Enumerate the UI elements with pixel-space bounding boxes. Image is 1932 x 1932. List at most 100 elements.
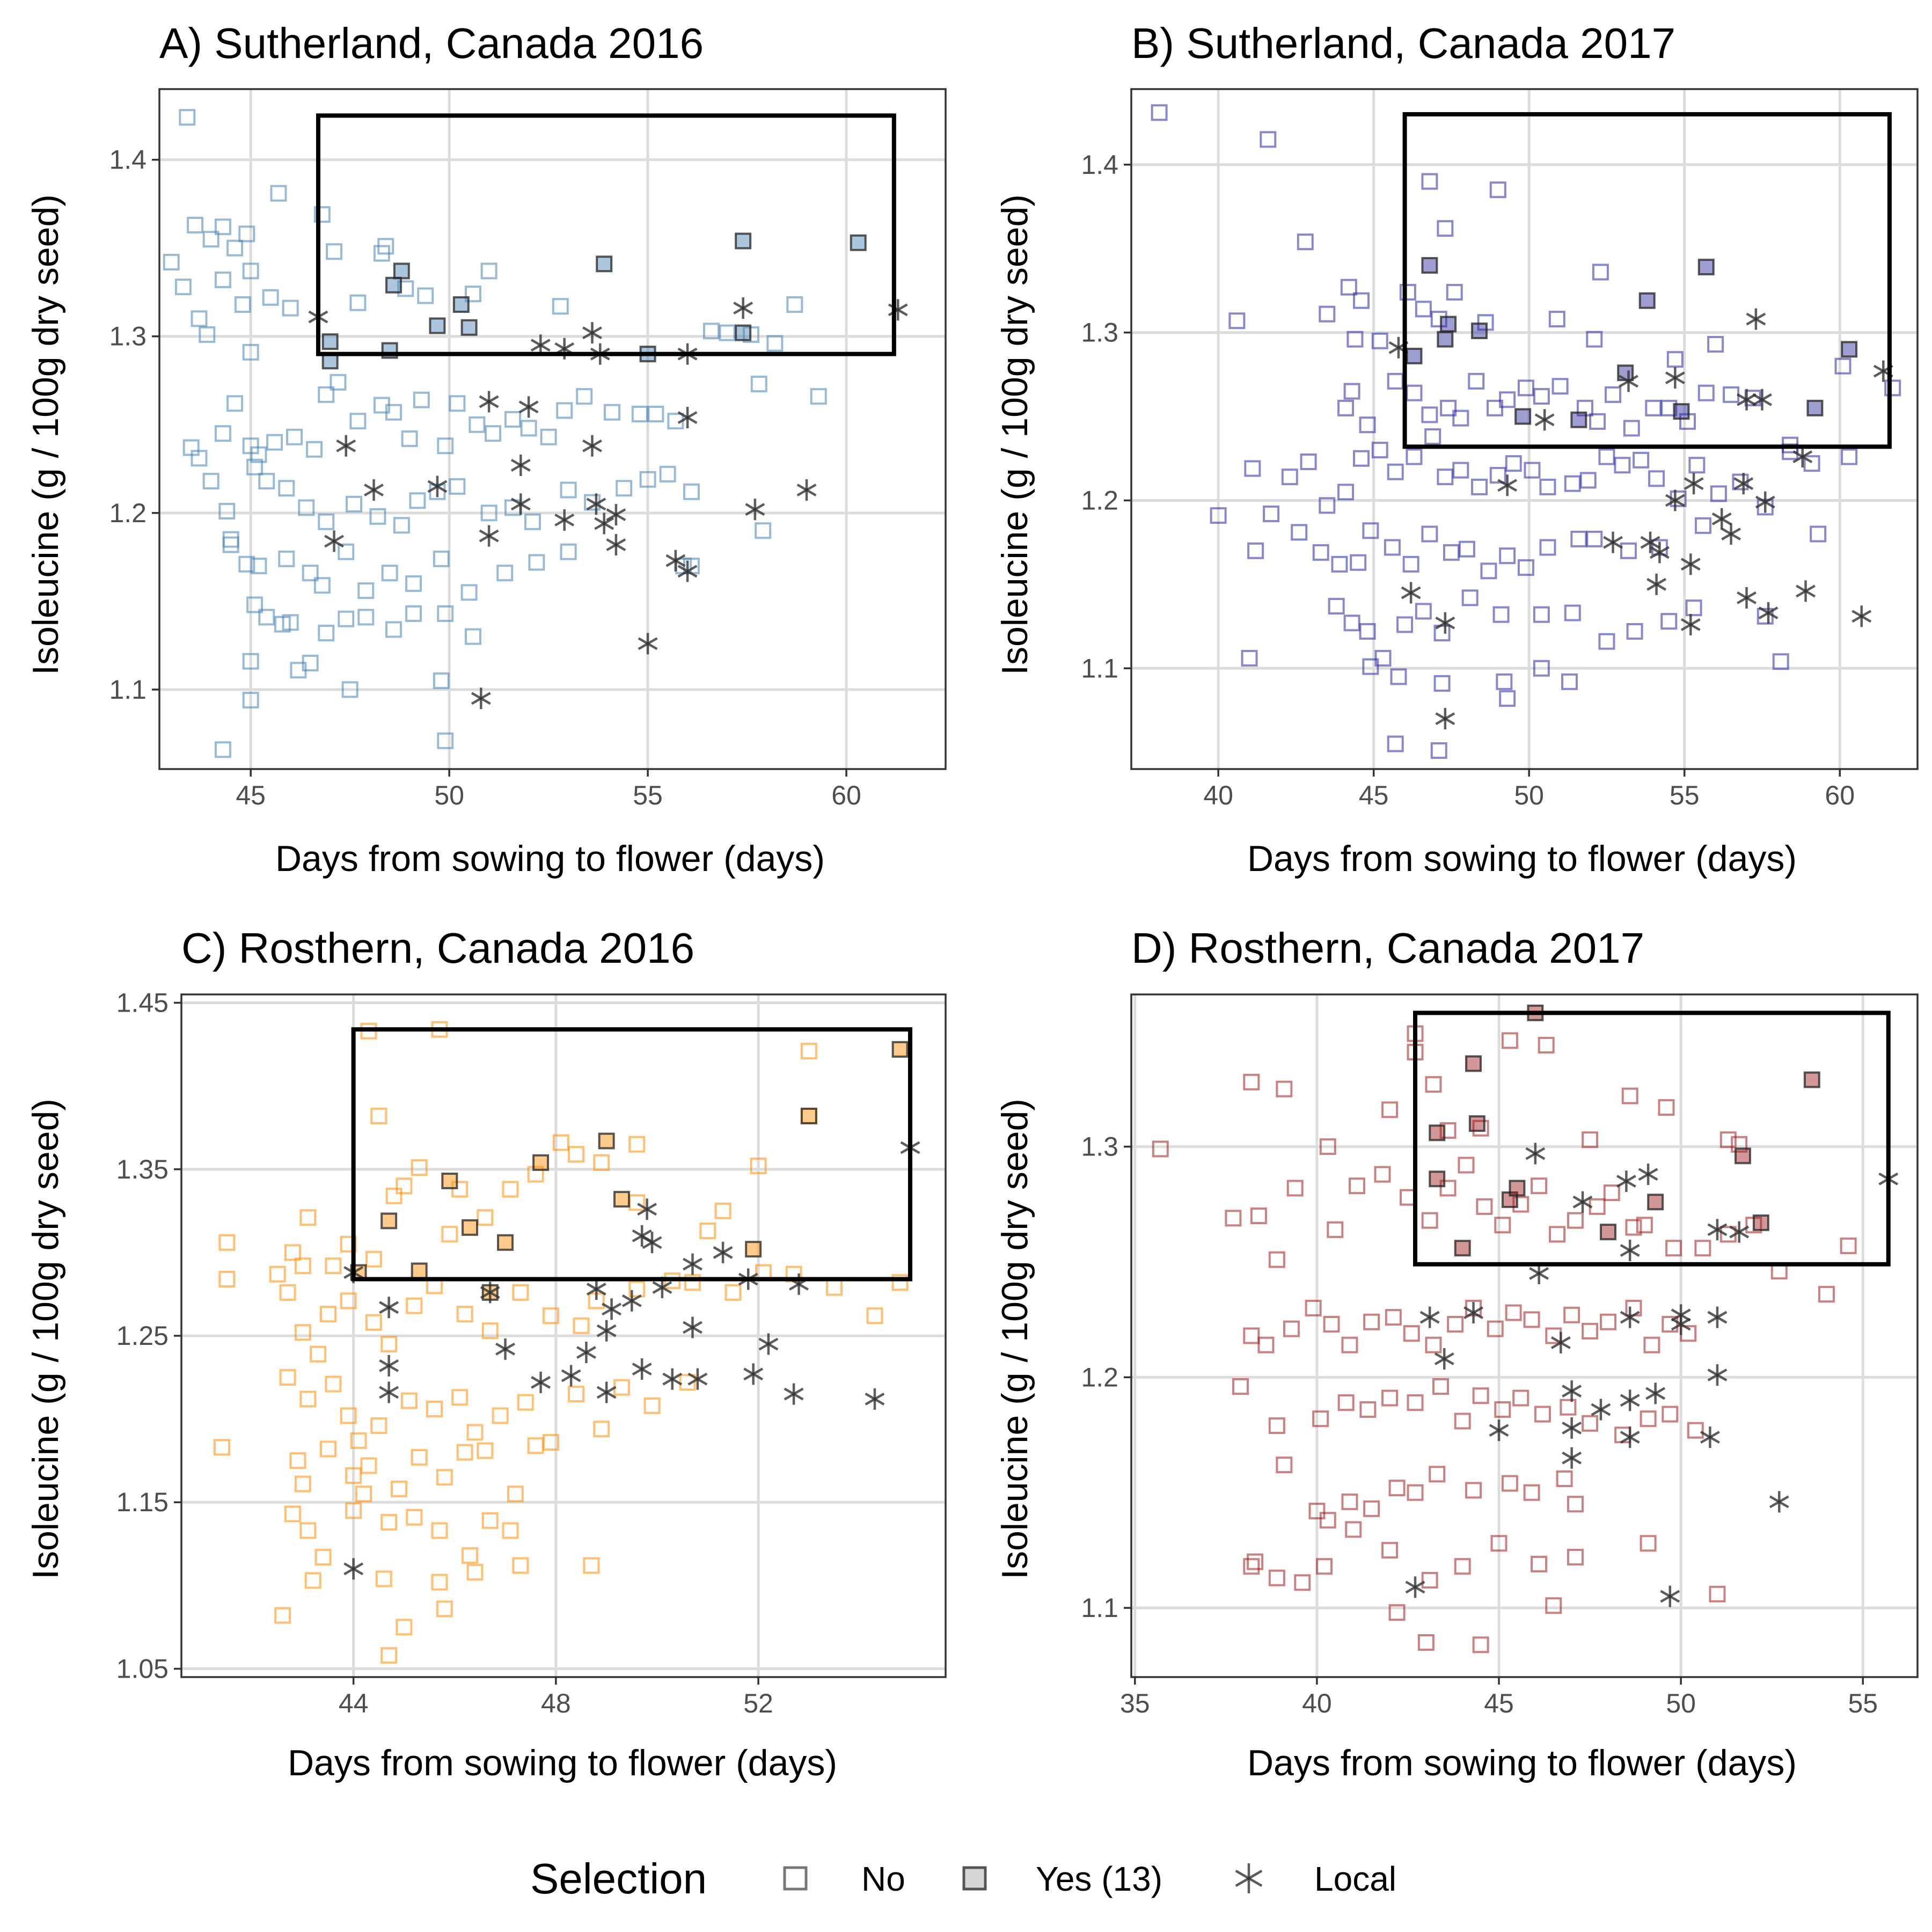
panel-c-xtick-label: 52 xyxy=(743,1688,773,1718)
panel-b-point-no xyxy=(1430,742,1447,759)
panel-b-point-no xyxy=(1374,650,1392,667)
panel-b-point-local-stroke xyxy=(1534,413,1555,427)
panel-c-point-local-stroke xyxy=(561,1369,581,1382)
panel-d-xtick-label: 40 xyxy=(1302,1688,1332,1718)
panel-d-point-no xyxy=(1417,1634,1435,1651)
panel-c-point-no xyxy=(299,1209,317,1226)
panel-c-point-local-stroke xyxy=(531,1375,551,1389)
panel-c-point-no xyxy=(411,1448,428,1466)
panel-a-point-local-stroke xyxy=(582,326,602,340)
panel-b-point-no xyxy=(1539,539,1556,556)
panel-c-point-yes xyxy=(462,1219,479,1236)
panel-d-point-yes xyxy=(1465,1055,1482,1072)
panel-c-point-local-stroke xyxy=(480,1286,500,1299)
panel-d-point-local-stroke xyxy=(1769,1495,1789,1509)
panel-a-point-no xyxy=(258,473,275,490)
panel-a-point-local-stroke xyxy=(733,302,753,315)
panel-b-point-no xyxy=(1433,675,1451,692)
panel-a-point-yes xyxy=(385,276,402,294)
panel-c-point-no xyxy=(451,1181,469,1198)
panel-d-point-no xyxy=(1512,1196,1529,1213)
panel-d-point-no xyxy=(1363,1313,1380,1330)
panel-d-point-local xyxy=(1489,1419,1509,1441)
panel-d-point-no xyxy=(1439,1180,1457,1197)
panel-d-point-local-stroke xyxy=(1562,1421,1582,1435)
legend-label-yes: Yes (13) xyxy=(1036,1860,1162,1898)
panel-b-point-no xyxy=(1399,284,1416,301)
panel-b-point-no xyxy=(1359,623,1376,640)
panel-c-point-no xyxy=(436,1600,453,1618)
panel-c-point-no xyxy=(375,1570,392,1587)
panel-b-point-local xyxy=(1851,605,1872,627)
panel-b-point-yes xyxy=(1514,408,1532,425)
panel-c-point-no xyxy=(340,1292,357,1309)
panel-d-point-local xyxy=(1671,1313,1691,1335)
panel-b-point-local-stroke xyxy=(1435,616,1455,630)
panel-d-point-no xyxy=(1458,1157,1475,1174)
panel-d-title: D) Rosthern, Canada 2017 xyxy=(1131,924,1644,972)
panel-a-point-no xyxy=(349,294,367,311)
panel-a-point-no xyxy=(560,481,577,499)
panel-a-point-no xyxy=(242,262,259,280)
panel-b-point-no xyxy=(1707,336,1724,353)
panel-a-point-no xyxy=(460,584,478,601)
panel-a-xtick-label: 45 xyxy=(236,780,266,810)
panel-c-point-no xyxy=(552,1134,569,1151)
panel-a-point-local-stroke xyxy=(606,538,626,552)
panel-c-point-local xyxy=(632,1358,652,1380)
panel-a-point-local xyxy=(677,407,698,429)
panel-c-point-no xyxy=(299,1391,317,1408)
panel-b-point-no xyxy=(1605,386,1622,403)
panel-c-point-no xyxy=(385,1187,402,1204)
panel-b-point-no xyxy=(1803,455,1820,472)
panel-b-point-no xyxy=(1524,462,1541,479)
panel-a-point-yes xyxy=(850,234,867,251)
panel-a-point-local-stroke xyxy=(677,565,698,578)
panel-c-point-no xyxy=(340,1235,357,1253)
panel-c-point-local-stroke xyxy=(662,1372,683,1386)
panel-c-point-no xyxy=(218,1271,236,1288)
panel-b-point-no xyxy=(1480,562,1497,580)
panel-d-point-no xyxy=(1349,1177,1366,1195)
panel-b-point-no xyxy=(1260,131,1277,148)
panel-d-point-local-stroke xyxy=(1638,1168,1658,1181)
panel-c-point-local xyxy=(713,1241,733,1263)
panel-c-point-no xyxy=(431,1574,448,1591)
panel-a-point-no xyxy=(246,596,264,613)
panel-a-ytick-label: 1.3 xyxy=(109,321,147,352)
panel-c-point-local xyxy=(480,1282,500,1304)
panel-a-point-local-stroke xyxy=(745,503,765,516)
panel-b-ytick-label: 1.2 xyxy=(1081,485,1118,515)
panel-b-point-no xyxy=(1362,522,1379,539)
panel-c-point-no xyxy=(426,1401,443,1418)
panel-d-point-local xyxy=(1419,1306,1440,1328)
panel-d-point-no xyxy=(1381,1389,1399,1407)
panel-b-point-no xyxy=(1533,660,1550,677)
legend-asterisk-glyph xyxy=(1235,1863,1263,1893)
panel-d-point-local xyxy=(1638,1163,1658,1185)
panel-a-point-no xyxy=(266,434,283,451)
panel-a-point-local-stroke xyxy=(324,535,345,548)
panel-a-point-local-stroke xyxy=(471,692,491,705)
panel-b-point-no xyxy=(1539,478,1556,495)
panel-d-point-no xyxy=(1381,1101,1399,1118)
panel-c-point-no xyxy=(279,1284,296,1301)
panel-b-point-no xyxy=(1452,409,1469,427)
panel-b-point-local-stroke xyxy=(1746,312,1766,326)
panel-a-chart: A) Sutherland, Canada 2016 Isoleucine (g… xyxy=(25,19,947,879)
panel-c-point-local-stroke xyxy=(743,1367,764,1381)
panel-a-point-no xyxy=(238,555,255,573)
panel-c-point-no xyxy=(274,1607,291,1624)
panel-b-point-no xyxy=(1697,384,1715,401)
panel-a-point-no xyxy=(191,450,208,467)
panel-d-point-no xyxy=(1407,1394,1424,1411)
panel-b-point-no xyxy=(1343,383,1360,400)
panel-d-xtick-label: 50 xyxy=(1666,1688,1696,1718)
panel-b-point-no xyxy=(1446,284,1463,301)
panel-c-point-no xyxy=(380,1336,398,1353)
panel-c-point-local xyxy=(743,1363,764,1385)
panel-c-ytick-label: 1.25 xyxy=(116,1321,169,1351)
panel-c-point-local xyxy=(683,1316,702,1338)
panel-a-point-no xyxy=(187,216,204,233)
